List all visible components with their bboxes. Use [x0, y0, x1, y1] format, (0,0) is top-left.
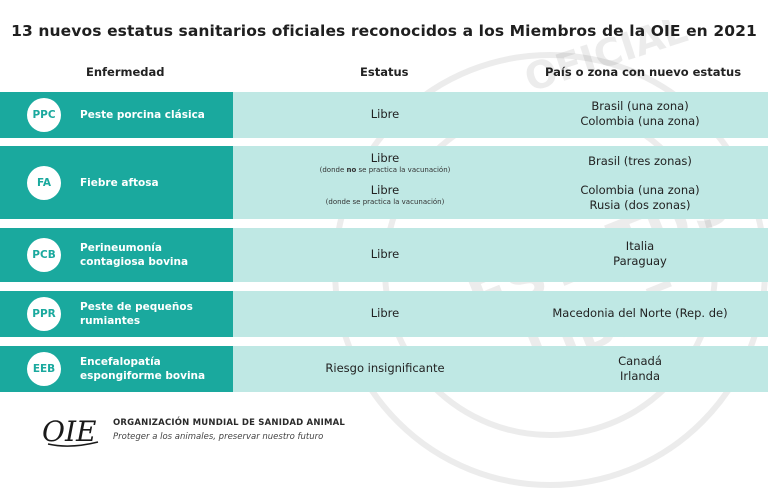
disease-code-badge: PPR [27, 297, 61, 331]
disease-code-badge: FA [27, 166, 61, 200]
country-item: Macedonia del Norte (Rep. de) [552, 306, 728, 320]
country-list: Macedonia del Norte (Rep. de) [520, 306, 760, 321]
disease-name: Fiebre aftosa [80, 176, 159, 190]
disease-name-line1: Perineumonía [80, 242, 162, 254]
disease-name-line2: rumiantes [80, 315, 141, 327]
org-tagline: Proteger a los animales, preservar nuest… [113, 432, 324, 442]
status-text: Libre [370, 306, 400, 320]
status-note: (donde no se practica la vacunación) [319, 166, 451, 174]
header-status: Estatus [360, 65, 409, 79]
country-item: Brasil (tres zonas) [588, 154, 692, 168]
status-value: Libre [370, 151, 400, 165]
table-row: FA Fiebre aftosa Libre (donde no se prac… [0, 146, 768, 219]
row-background [233, 146, 768, 219]
disease-name: Perineumonía contagiosa bovina [80, 241, 188, 269]
oie-logo: OIE [42, 415, 99, 448]
country-list: Brasil (una zona) Colombia (una zona) [520, 99, 760, 129]
row-background [233, 228, 768, 282]
disease-cell: PPR Peste de pequeños rumiantes [0, 291, 233, 337]
oie-logo-text: OIE [42, 415, 96, 448]
country-list: Colombia (una zona) Rusia (dos zonas) [520, 183, 760, 213]
country-item: Italia [625, 239, 655, 253]
status-text: Libre (donde no se practica la vacunació… [290, 151, 480, 174]
status-text: Libre [370, 247, 400, 261]
status-note: (donde se practica la vacunación) [325, 198, 445, 206]
disease-name-line1: Peste de pequeños [80, 301, 193, 313]
disease-name: Peste de pequeños rumiantes [80, 300, 193, 328]
country-item: Canadá [618, 354, 662, 368]
table-row: EEB Encefalopatía espongiforme bovina Ri… [0, 346, 768, 392]
country-list: Italia Paraguay [520, 239, 760, 269]
status-text: Libre (donde se practica la vacunación) [290, 183, 480, 206]
header-country: País o zona con nuevo estatus [545, 65, 742, 79]
table-row: PPR Peste de pequeños rumiantes Libre Ma… [0, 291, 768, 337]
country-item: Rusia (dos zonas) [589, 198, 691, 212]
disease-name-line2: espongiforme bovina [80, 370, 206, 382]
country-item: Irlanda [620, 369, 660, 383]
country-item: Brasil (una zona) [591, 99, 689, 113]
header-disease: Enfermedad [86, 65, 165, 79]
row-background [233, 92, 768, 138]
disease-name: Peste porcina clásica [80, 108, 205, 122]
disease-name-line1: Encefalopatía [80, 356, 161, 368]
status-text: Riesgo insignificante [325, 361, 445, 375]
disease-code-badge: PCB [27, 238, 61, 272]
disease-cell: PCB Perineumonía contagiosa bovina [0, 228, 233, 282]
disease-name-line2: contagiosa bovina [80, 256, 189, 268]
org-name: ORGANIZACIÓN MUNDIAL DE SANIDAD ANIMAL [113, 418, 346, 428]
country-item: Colombia (una zona) [580, 114, 700, 128]
disease-cell: PPC Peste porcina clásica [0, 92, 233, 138]
disease-cell: FA Fiebre aftosa [0, 146, 233, 219]
country-list: Canadá Irlanda [520, 354, 760, 384]
disease-cell: EEB Encefalopatía espongiforme bovina [0, 346, 233, 392]
row-background [233, 346, 768, 392]
disease-code-badge: PPC [27, 98, 61, 132]
status-value: Libre [370, 183, 400, 197]
country-list: Brasil (tres zonas) [520, 154, 760, 169]
country-item: Colombia (una zona) [580, 183, 700, 197]
disease-name-line1: Peste porcina clásica [80, 109, 205, 121]
country-item: Paraguay [613, 254, 667, 268]
disease-name-line1: Fiebre aftosa [80, 177, 159, 189]
table-row: PCB Perineumonía contagiosa bovina Libre… [0, 228, 768, 282]
table-row: PPC Peste porcina clásica Libre Brasil (… [0, 92, 768, 138]
status-text: Libre [370, 107, 400, 121]
row-background [233, 291, 768, 337]
disease-name: Encefalopatía espongiforme bovina [80, 355, 205, 383]
page-title: 13 nuevos estatus sanitarios oficiales r… [11, 22, 757, 40]
disease-code-badge: EEB [27, 352, 61, 386]
